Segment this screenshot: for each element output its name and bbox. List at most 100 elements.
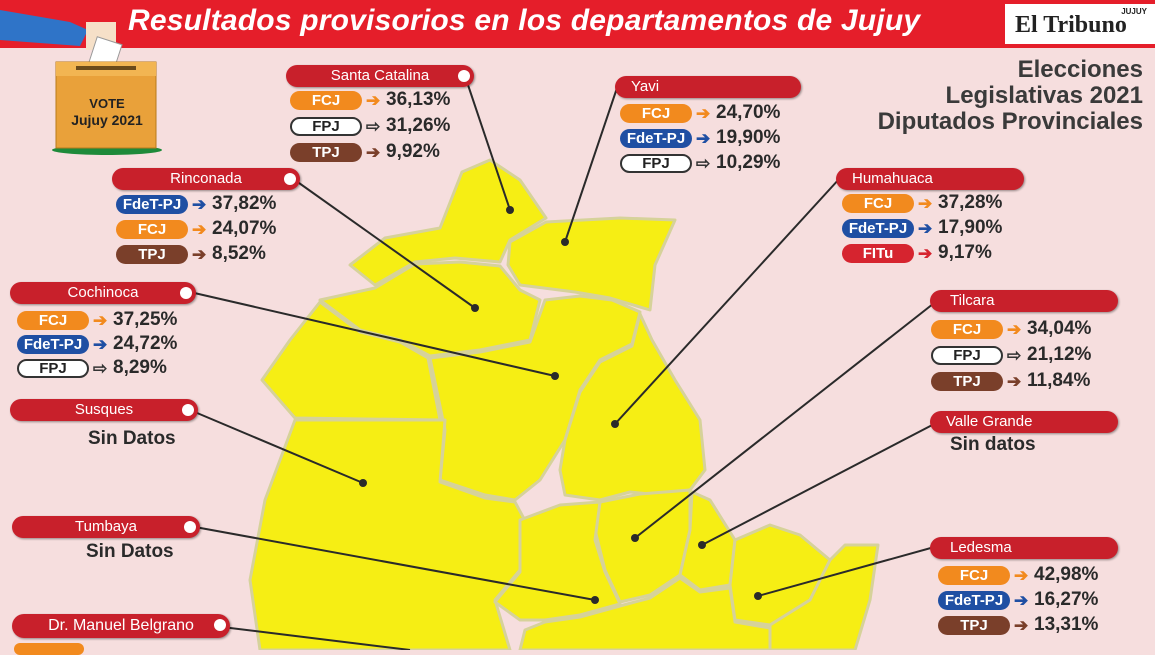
percentage: 37,82% (212, 193, 277, 214)
dept-tag-tilcara: Tilcara (930, 290, 1118, 312)
percentage: 13,31% (1034, 614, 1099, 635)
dept-name: Dr. Manuel Belgrano (48, 617, 194, 634)
dept-tag-tumbaya: Tumbaya (12, 516, 200, 538)
header-bar (0, 0, 1155, 48)
dept-name: Tilcara (950, 292, 995, 309)
map-region-tilcara (593, 488, 692, 604)
party-pill: FCJ (931, 320, 1003, 339)
title-line-2: Legislativas 2021 (945, 82, 1143, 109)
map-region-yavi (506, 216, 677, 312)
party-pill: FPJ (290, 117, 362, 136)
dept-name: Susques (74, 401, 134, 418)
party-pill: FCJ (938, 566, 1010, 585)
party-pill: TPJ (116, 245, 188, 264)
pin-humahuaca (611, 420, 619, 428)
map-region-cochinoca (428, 294, 642, 502)
percentage: 17,90% (938, 217, 1003, 238)
arrow-icon: ➔ (1007, 320, 1022, 339)
dept-name: Cochinoca (67, 284, 139, 301)
pin-rinconada (471, 304, 479, 312)
dept-tag-rinconada: Rinconada (112, 168, 300, 190)
arrow-icon: ➔ (93, 335, 108, 354)
dept-tag-valle-grande: Valle Grande (930, 411, 1118, 433)
dept-name: Humahuaca (852, 170, 933, 187)
percentage: 9,92% (386, 141, 440, 162)
percentage: 9,17% (938, 242, 992, 263)
no-data-tumbaya: Sin Datos (86, 541, 174, 562)
dept-name: Yavi (631, 78, 660, 95)
party-pill: FdeT-PJ (842, 219, 914, 238)
tag-dot (184, 521, 196, 533)
arrow-icon: ➔ (192, 195, 207, 214)
pin-ledesma (754, 592, 762, 600)
party-pill: TPJ (290, 143, 362, 162)
title-block: Elecciones Legislativas 2021 Diputados P… (878, 57, 1143, 135)
arrow-icon: ➔ (918, 244, 933, 263)
tag-dot (214, 619, 226, 631)
pin-susques (359, 479, 367, 487)
arrow-icon: ⇨ (696, 154, 711, 173)
dept-tag-humahuaca: Humahuaca (836, 168, 1024, 190)
party-pill: TPJ (931, 372, 1003, 391)
party-pill: FITu (842, 244, 914, 263)
arrow-icon: ➔ (192, 245, 207, 264)
arrow-icon: ➔ (93, 311, 108, 330)
brand-logo: El Tribuno JUJUY (1005, 4, 1155, 44)
dept-tag-ledesma: Ledesma (930, 537, 1118, 559)
tag-dot (458, 70, 470, 82)
arrow-icon: ➔ (366, 91, 381, 110)
dept-name: Santa Catalina (330, 67, 430, 84)
no-data-valle-grande: Sin datos (950, 434, 1036, 455)
brand-name: El Tribuno (1015, 12, 1127, 38)
percentage: 21,12% (1027, 344, 1092, 365)
percentage: 24,70% (716, 102, 781, 123)
party-pill: FPJ (620, 154, 692, 173)
percentage: 42,98% (1034, 564, 1099, 585)
map-region-belgrano (518, 576, 772, 650)
party-pill: FPJ (17, 359, 89, 378)
party-pill: FCJ (290, 91, 362, 110)
map-region-valle-grande (678, 490, 737, 592)
party-pill: FCJ (116, 220, 188, 239)
ballot-vote: VOTE (89, 96, 125, 111)
arrow-icon: ➔ (918, 219, 933, 238)
percentage: 10,29% (716, 152, 781, 173)
brand-region: JUJUY (1121, 7, 1147, 16)
party-pill-partial (14, 643, 84, 655)
party-pill: FCJ (842, 194, 914, 213)
tag-dot (182, 404, 194, 416)
party-pill: FCJ (17, 311, 89, 330)
percentage: 36,13% (386, 89, 451, 110)
percentage: 11,84% (1027, 370, 1091, 391)
dept-name: Tumbaya (75, 518, 137, 535)
headline: Resultados provisorios en los departamen… (128, 4, 921, 37)
ballot-year: Jujuy 2021 (71, 112, 143, 128)
arrow-icon: ➔ (1014, 591, 1029, 610)
arrow-icon: ➔ (696, 104, 711, 123)
pin-valle-grande (698, 541, 706, 549)
map-region-tumbaya-east (493, 500, 622, 622)
percentage: 8,52% (212, 243, 266, 264)
pin-tumbaya (591, 596, 599, 604)
arrow-icon: ➔ (1007, 372, 1022, 391)
arrow-icon: ⇨ (366, 117, 381, 136)
arrow-icon: ➔ (192, 220, 207, 239)
ballot-label: VOTE Jujuy 2021 (59, 95, 155, 129)
map-region-humahuaca (558, 312, 707, 502)
arrow-icon: ➔ (696, 129, 711, 148)
arrow-icon: ⇨ (1007, 346, 1022, 365)
party-pill: FdeT-PJ (116, 195, 188, 214)
party-pill: TPJ (938, 616, 1010, 635)
arrow-icon: ➔ (918, 194, 933, 213)
pin-yavi (561, 238, 569, 246)
percentage: 8,29% (113, 357, 167, 378)
party-pill: FdeT-PJ (620, 129, 692, 148)
arrow-icon: ➔ (366, 143, 381, 162)
arrow-icon: ⇨ (93, 359, 108, 378)
dept-tag-susques: Susques (10, 399, 198, 421)
title-line-3: Diputados Provinciales (877, 108, 1143, 135)
dept-tag-dr-manuel-belgrano: Dr. Manuel Belgrano (12, 614, 230, 638)
percentage: 37,25% (113, 309, 178, 330)
percentage: 24,07% (212, 218, 277, 239)
percentage: 31,26% (386, 115, 451, 136)
